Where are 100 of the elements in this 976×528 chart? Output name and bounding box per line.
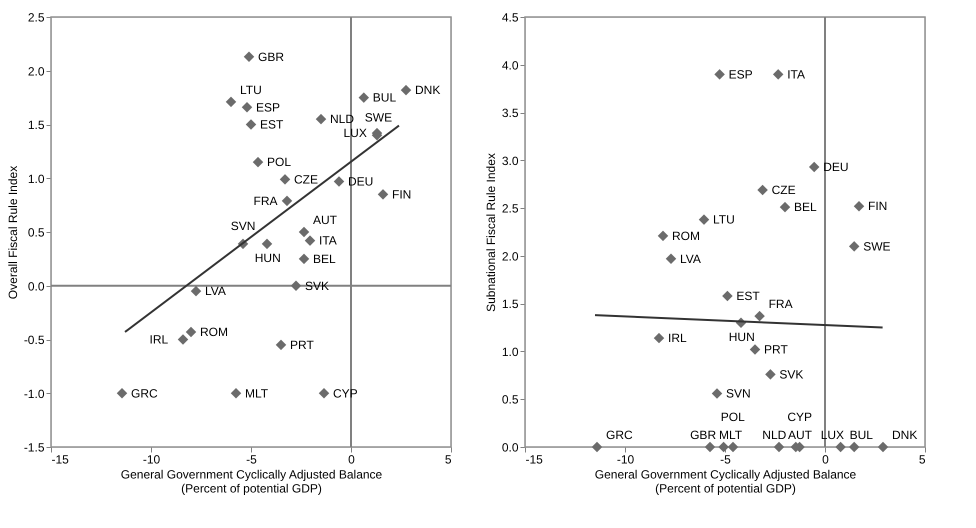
- y-tick-label: 3.0: [502, 154, 519, 168]
- annotation: GBR: [258, 50, 284, 64]
- x-tick-label: 5: [918, 452, 926, 466]
- point: [116, 388, 128, 398]
- point: [244, 52, 254, 62]
- y-tick-label: -1.0: [24, 386, 45, 401]
- annotation: SVK: [779, 367, 804, 382]
- annotation: ROM: [200, 324, 228, 339]
- annotation: LVA: [205, 284, 226, 298]
- point: [728, 442, 738, 452]
- point: [242, 102, 252, 113]
- point: [780, 202, 790, 212]
- annotation: BUL: [850, 428, 874, 442]
- y-tick-label: 1.0: [502, 344, 519, 359]
- annotation: DEU: [823, 160, 849, 174]
- point: [252, 156, 264, 168]
- annotation: LUX: [344, 126, 367, 140]
- x-axis-title: General Government Cyclically Adjusted Balance (Percent of potential GDP): [120, 468, 383, 496]
- annotation: POL: [720, 410, 746, 424]
- point: [854, 200, 864, 212]
- annotation: MLT: [245, 386, 269, 400]
- annotation: ITA: [787, 67, 805, 82]
- point: [658, 230, 668, 242]
- point: [400, 84, 412, 96]
- x-tick-label: -15: [52, 452, 70, 466]
- y-tick-label: 0.5: [502, 392, 519, 407]
- annotation: GRC: [131, 386, 158, 400]
- annotation: HUN: [728, 330, 755, 344]
- point: [714, 69, 725, 80]
- point: [878, 442, 888, 452]
- y-tick-label: -0.5: [24, 333, 45, 347]
- point: [178, 334, 188, 345]
- point: [722, 290, 733, 302]
- annotation: FIN: [868, 199, 888, 214]
- annotation: NLD: [330, 112, 354, 126]
- point: [282, 196, 292, 206]
- annotation: GBR: [690, 428, 716, 442]
- point: [765, 369, 776, 380]
- point: [262, 238, 272, 250]
- point: [718, 442, 729, 452]
- annotation: EST: [260, 118, 284, 132]
- annotation: FRA: [768, 297, 793, 312]
- y-tick-label: 3.5: [502, 106, 519, 120]
- x-tick-label: -15: [526, 452, 544, 466]
- y-tick-label: 0.5: [28, 226, 45, 240]
- point: [772, 69, 784, 80]
- point: [592, 442, 602, 452]
- annotation: HUN: [254, 250, 281, 265]
- x-tick-label: -10: [142, 452, 160, 466]
- y-tick-label: 2.0: [28, 64, 45, 78]
- annotation: BEL: [313, 252, 336, 266]
- point: [750, 344, 760, 355]
- point: [316, 114, 326, 124]
- annotation: BUL: [372, 90, 396, 105]
- annotation: PRT: [290, 338, 314, 352]
- annotation: SWE: [364, 110, 392, 124]
- x-tick-label: 5: [444, 452, 452, 466]
- annotation: CYP: [787, 410, 812, 424]
- annotation: IRL: [150, 332, 168, 346]
- annotation: SVN: [230, 218, 256, 233]
- point: [186, 326, 196, 338]
- y-tick-label: 1.5: [28, 118, 45, 132]
- annotation: LUX: [820, 428, 844, 442]
- point: [848, 442, 860, 452]
- annotation: SVN: [726, 386, 751, 400]
- annotation: FIN: [392, 187, 412, 202]
- x-tick-label: -10: [616, 452, 634, 466]
- point: [378, 189, 388, 200]
- point: [226, 96, 236, 108]
- x-tick-label: -5: [246, 452, 258, 466]
- annotation: ESP: [728, 67, 753, 82]
- y-tick-label: 4.5: [502, 10, 519, 24]
- point: [754, 310, 765, 322]
- point: [230, 388, 242, 398]
- point: [848, 241, 860, 252]
- annotation: GRC: [606, 428, 633, 442]
- y-tick-label: 0.0: [502, 440, 519, 454]
- point: [276, 340, 286, 350]
- point: [712, 388, 722, 399]
- annotation: EST: [736, 289, 760, 304]
- point: [654, 332, 664, 344]
- annotation: PRT: [764, 342, 788, 357]
- annotation: SWE: [863, 239, 891, 254]
- point: [190, 286, 202, 296]
- y-tick-label: 1.5: [502, 297, 519, 312]
- point: [298, 254, 310, 264]
- annotation: CYP: [333, 386, 358, 400]
- x-tick-label: -5: [720, 452, 732, 466]
- annotation: IRL: [668, 331, 687, 346]
- point: [334, 176, 344, 187]
- y-tick-label: 2.0: [502, 249, 519, 264]
- x-tick-label: 0: [822, 452, 830, 466]
- y-axis-title: Subnational Fiscal Rule Index: [484, 153, 498, 312]
- point: [698, 214, 710, 225]
- y-tick-label: 2.5: [28, 10, 45, 24]
- y-tick-label: 4.0: [502, 58, 519, 72]
- annotation: CZE: [294, 172, 318, 186]
- point: [704, 442, 716, 452]
- annotation: DNK: [892, 428, 918, 442]
- annotation: AUT: [313, 213, 338, 227]
